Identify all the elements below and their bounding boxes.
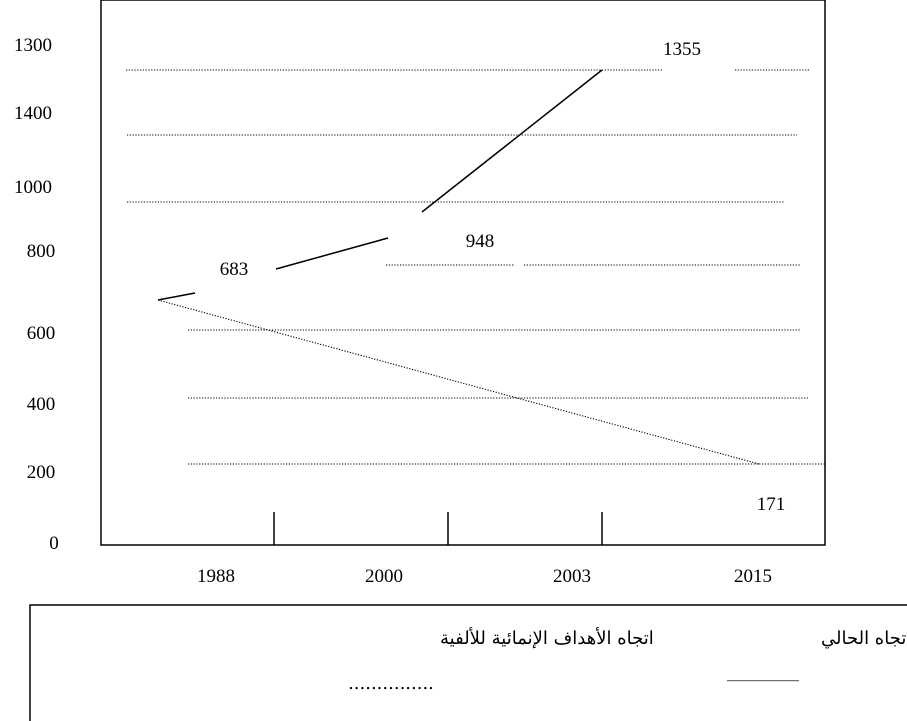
x-tick-label: 1988 [197, 566, 235, 587]
y-tick-label: 0 [49, 533, 59, 554]
y-tick-label: 200 [27, 462, 56, 483]
gridlines [126, 69, 825, 465]
legend-label-current-trend: الاتجاه الحالي [821, 628, 907, 649]
current-trend-segment [421, 69, 603, 213]
legend-sample-current-trend: ________ [727, 661, 799, 682]
data-label-683: 683 [220, 259, 249, 280]
mdg-trend-segment [157, 299, 760, 465]
x-axis-ticks [273, 512, 603, 545]
y-tick-label: 1400 [14, 103, 52, 124]
data-label-948: 948 [466, 231, 495, 252]
y-tick-label: 1000 [14, 177, 52, 198]
data-labels: 683 948 1355 171 [220, 39, 786, 515]
current-trend-segment [157, 292, 196, 301]
y-tick-label: 400 [27, 394, 56, 415]
x-tick-label: 2003 [553, 566, 591, 587]
legend-label-mdg-trend: اتجاه الأهداف الإنمائية للألفية [440, 626, 654, 649]
y-axis-labels: 0 200 400 600 800 1000 1400 1300 [14, 35, 59, 554]
y-tick-label: 600 [27, 323, 56, 344]
legend: الاتجاه الحالي ________ اتجاه الأهداف ال… [29, 604, 907, 721]
data-label-1355: 1355 [663, 39, 701, 60]
plot-area-frame [100, 0, 826, 546]
legend-sample-mdg-trend: ............... [348, 673, 434, 694]
legend-frame [29, 604, 907, 721]
y-tick-label: 1300 [14, 35, 52, 56]
series-mdg-trend [157, 299, 760, 465]
x-tick-label: 2015 [734, 566, 772, 587]
current-trend-segment [275, 237, 389, 270]
x-tick-label: 2000 [365, 566, 403, 587]
x-axis-labels: 1988 2000 2003 2015 [197, 566, 772, 587]
y-tick-label: 800 [27, 241, 56, 262]
data-label-171: 171 [757, 494, 786, 515]
series-current-trend [157, 69, 603, 301]
